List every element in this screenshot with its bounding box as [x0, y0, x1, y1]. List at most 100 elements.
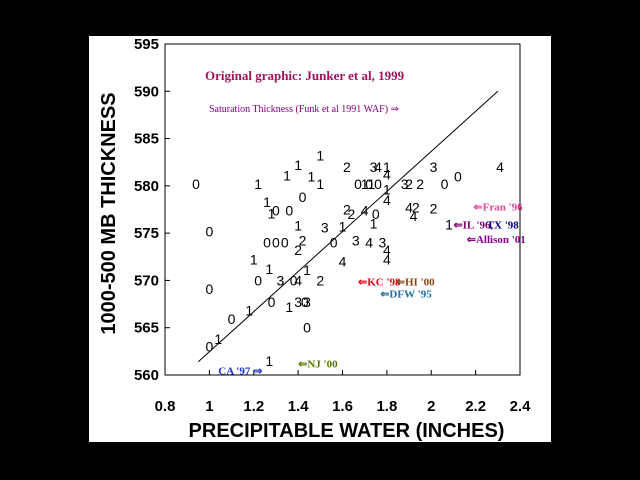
saturation-line — [197, 90, 499, 363]
case-annotation: ⇐IL '96, — [453, 220, 493, 232]
data-point: 3 — [352, 233, 360, 249]
data-point: 0 — [268, 294, 276, 310]
data-point: 1 — [265, 261, 273, 277]
data-point: 0 — [290, 272, 298, 288]
chart-panel: 1000-500 MB THICKNESS PRECIPITABLE WATER… — [89, 36, 551, 442]
y-tick-label: 565 — [134, 320, 159, 337]
data-point: 0 — [205, 281, 213, 297]
data-point: 4 — [361, 202, 369, 218]
y-tick-label: 595 — [134, 36, 159, 53]
data-point: 0 — [374, 176, 382, 192]
data-point: 3 — [276, 272, 284, 288]
data-point: 1 — [339, 219, 347, 235]
data-point: 4 — [294, 272, 302, 288]
data-point: 1 — [445, 217, 453, 233]
x-tick-label: 2.4 — [510, 398, 532, 415]
data-point: 1 — [214, 331, 222, 347]
data-point: 1 — [370, 216, 378, 232]
y-axis-title: 1000-500 MB THICKNESS — [98, 92, 120, 334]
data-point: 4 — [383, 167, 391, 183]
y-tick-label: 570 — [134, 272, 159, 289]
data-point: 2 — [405, 176, 413, 192]
x-tick-label: 1.6 — [332, 398, 353, 415]
data-point: 3 — [321, 219, 329, 235]
data-point: 2 — [343, 159, 351, 175]
data-point: 1 — [268, 205, 276, 221]
data-point: 0 — [272, 235, 280, 251]
case-annotation: ⇐Fran '96 — [473, 202, 523, 214]
case-annotation: ⇐NJ '00 — [298, 359, 338, 371]
y-tick-label: 580 — [134, 178, 159, 195]
case-annotation: ⇐DFW '95 — [380, 289, 432, 301]
case-annotation: CA '97 ⇒ — [218, 365, 262, 377]
x-tick-label: 1 — [205, 398, 213, 415]
data-point: 0 — [263, 235, 271, 251]
data-point: 1 — [265, 353, 273, 369]
data-point: 0 — [372, 206, 380, 222]
x-axis-title: PRECIPITABLE WATER (INCHES) — [189, 420, 505, 442]
data-point: 0 — [205, 339, 213, 355]
data-point: 0 — [365, 176, 373, 192]
data-point: 1 — [250, 252, 258, 268]
saturation-label: Saturation Thickness (Funk et al 1991 WA… — [209, 104, 399, 115]
data-point: 1 — [294, 218, 302, 234]
data-point: 0 — [228, 311, 236, 327]
data-point: 2 — [347, 206, 355, 222]
data-point: 1 — [367, 176, 375, 192]
y-tick-label: 585 — [134, 131, 159, 148]
data-point: 1 — [383, 159, 391, 175]
case-annotation: ⇐Allison '01 — [467, 234, 526, 246]
data-point: 3 — [379, 235, 387, 251]
data-point: 2 — [343, 202, 351, 218]
data-point: 3 — [294, 294, 302, 310]
data-point: 1 — [245, 303, 253, 319]
x-tick-label: 2 — [427, 398, 435, 415]
data-point: 1 — [254, 176, 262, 192]
x-tick-label: 0.8 — [155, 398, 176, 415]
data-point: 0 — [301, 294, 309, 310]
y-tick-label: 575 — [134, 225, 159, 242]
data-point: 2 — [416, 176, 424, 192]
data-point: 4 — [374, 159, 382, 175]
data-point: 0 — [454, 168, 462, 184]
y-tick-label: 590 — [134, 83, 159, 100]
x-tick-label: 1.4 — [288, 398, 310, 415]
x-tick-label: 2.2 — [465, 398, 486, 415]
data-point: 0 — [285, 202, 293, 218]
data-point: 1 — [383, 182, 391, 198]
case-annotation: ⇐KC '98 — [358, 276, 401, 288]
data-point: 1 — [316, 176, 324, 192]
data-point: 0 — [441, 176, 449, 192]
y-tick-label: 560 — [134, 367, 159, 384]
case-annotation: ⇐HI '00 — [396, 276, 435, 288]
case-annotation: TX '98 — [487, 220, 520, 232]
data-point: 1 — [263, 194, 271, 210]
data-point: 4 — [383, 252, 391, 268]
data-point: 1 — [361, 176, 369, 192]
x-tick-label: 1.2 — [243, 398, 264, 415]
data-point: 2 — [412, 200, 420, 216]
data-point: 1 — [285, 299, 293, 315]
data-point: 0 — [303, 320, 311, 336]
data-point: 2 — [294, 242, 302, 258]
scatter-chart: 1000-500 MB THICKNESS PRECIPITABLE WATER… — [98, 36, 532, 442]
data-point: 3 — [370, 159, 378, 175]
data-point: 4 — [383, 192, 391, 208]
chart-title: Original graphic: Junker et al, 1999 — [205, 68, 405, 83]
data-point: 0 — [354, 176, 362, 192]
data-point: 1 — [303, 262, 311, 278]
data-point: 4 — [365, 235, 373, 251]
data-point: 4 — [405, 200, 413, 216]
data-point: 2 — [430, 201, 438, 217]
data-point: 0 — [205, 223, 213, 239]
data-point: 0 — [192, 176, 200, 192]
data-point: 0 — [272, 202, 280, 218]
data-point: 3 — [430, 159, 438, 175]
data-point: 3 — [401, 176, 409, 192]
data-point: 2 — [299, 233, 307, 249]
data-point: 0 — [299, 189, 307, 205]
data-point: 1 — [294, 157, 302, 173]
data-point: 4 — [339, 254, 347, 270]
data-point: 0 — [254, 272, 262, 288]
data-point: 4 — [410, 208, 418, 224]
